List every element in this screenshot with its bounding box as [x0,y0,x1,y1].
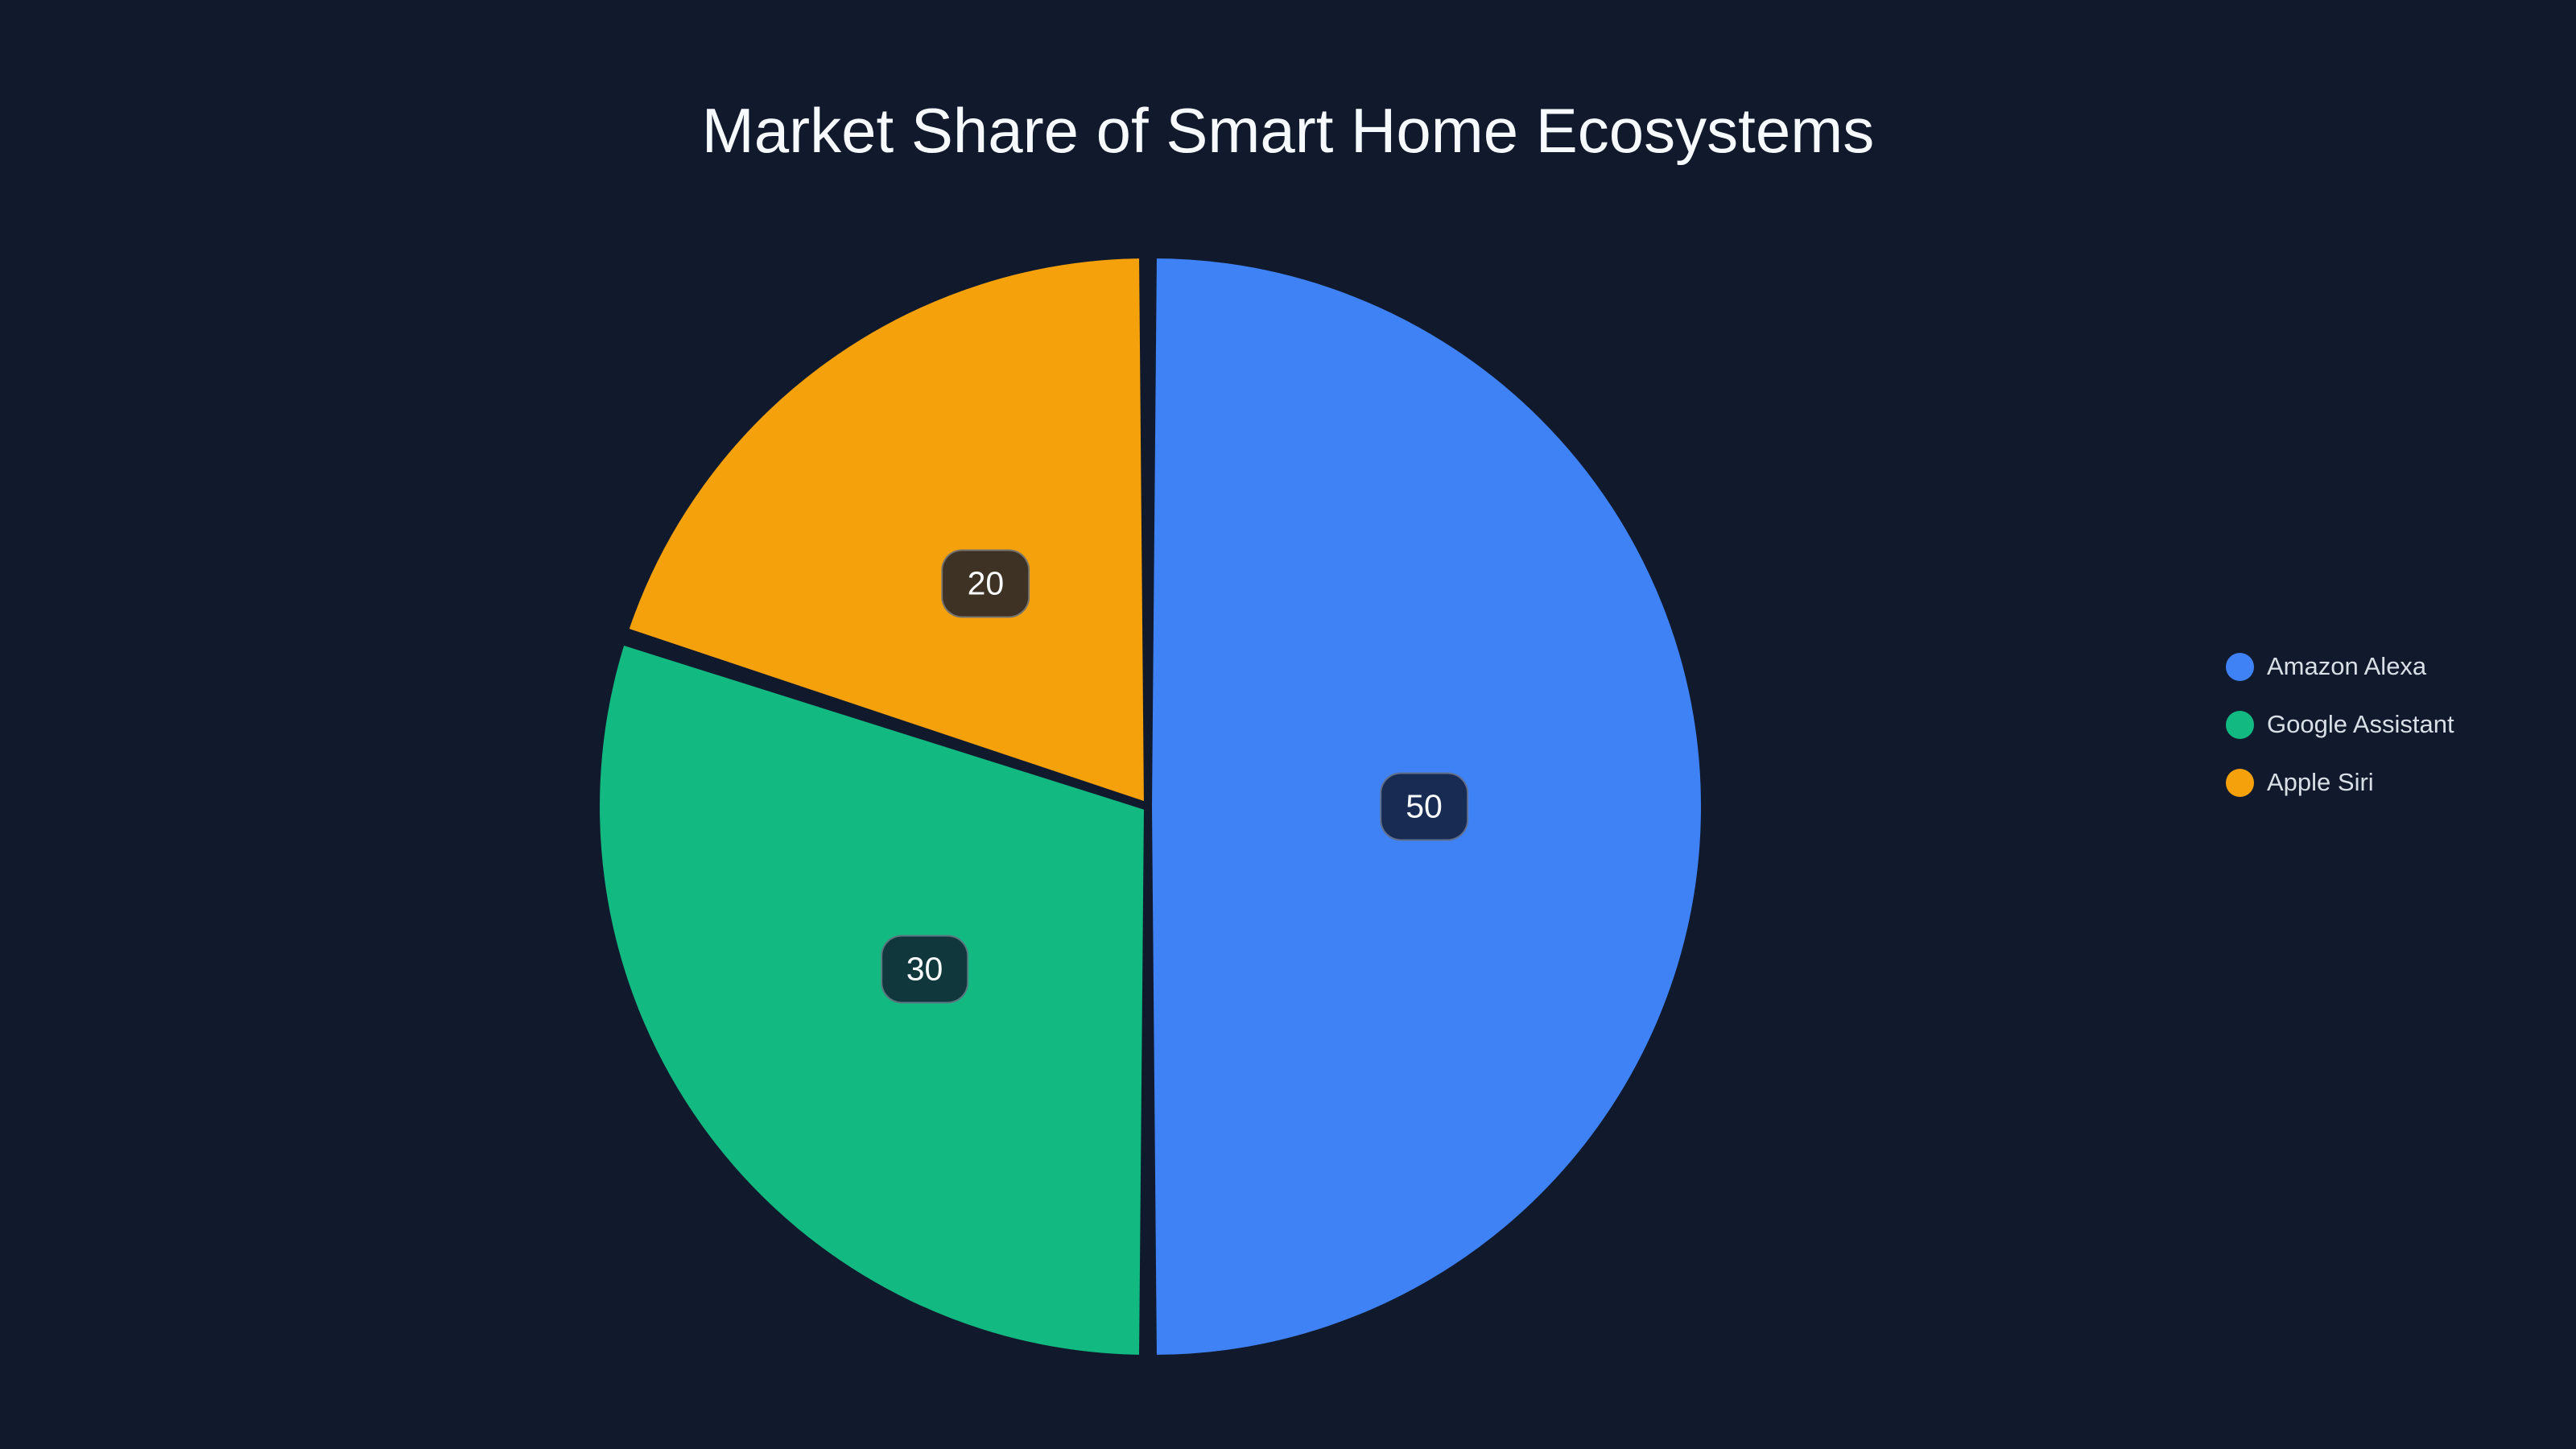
legend-item-label: Google Assistant [2267,710,2454,738]
legend-swatch-icon [2226,652,2254,681]
legend: Amazon Alexa Google Assistant Apple Siri [2226,638,2454,811]
legend-swatch-icon [2226,768,2254,797]
legend-swatch-icon [2226,710,2254,739]
legend-item-apple-siri[interactable]: Apple Siri [2226,753,2454,811]
legend-item-label: Amazon Alexa [2267,652,2427,680]
legend-item-google-assistant[interactable]: Google Assistant [2226,696,2454,753]
legend-item-amazon-alexa[interactable]: Amazon Alexa [2226,638,2454,696]
chart-title: Market Share of Smart Home Ecosystems [701,95,1875,166]
value-label-amazon-alexa: 50 [1380,772,1468,841]
legend-item-label: Apple Siri [2267,768,2374,796]
pie-slice-google-assistant[interactable] [592,636,1152,1363]
pie-slice-apple-siri[interactable] [620,250,1152,811]
value-label-google-assistant: 30 [880,935,969,1004]
value-label-apple-siri: 20 [941,548,1030,618]
